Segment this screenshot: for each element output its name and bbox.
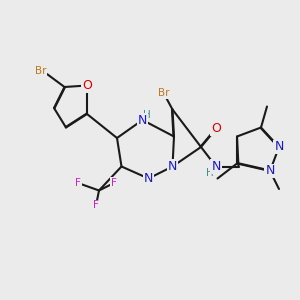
Text: O: O [82,79,92,92]
Text: N: N [211,160,221,173]
Text: N: N [274,140,284,154]
Text: Br: Br [158,88,169,98]
Text: N: N [168,160,177,173]
Text: N: N [265,164,275,178]
Text: Br: Br [35,65,46,76]
Text: N: N [138,113,147,127]
Text: H: H [206,167,213,178]
Text: O: O [211,122,221,136]
Text: F: F [93,200,99,211]
Text: F: F [75,178,81,188]
Text: H: H [143,110,151,120]
Text: F: F [111,178,117,188]
Text: N: N [144,172,153,185]
